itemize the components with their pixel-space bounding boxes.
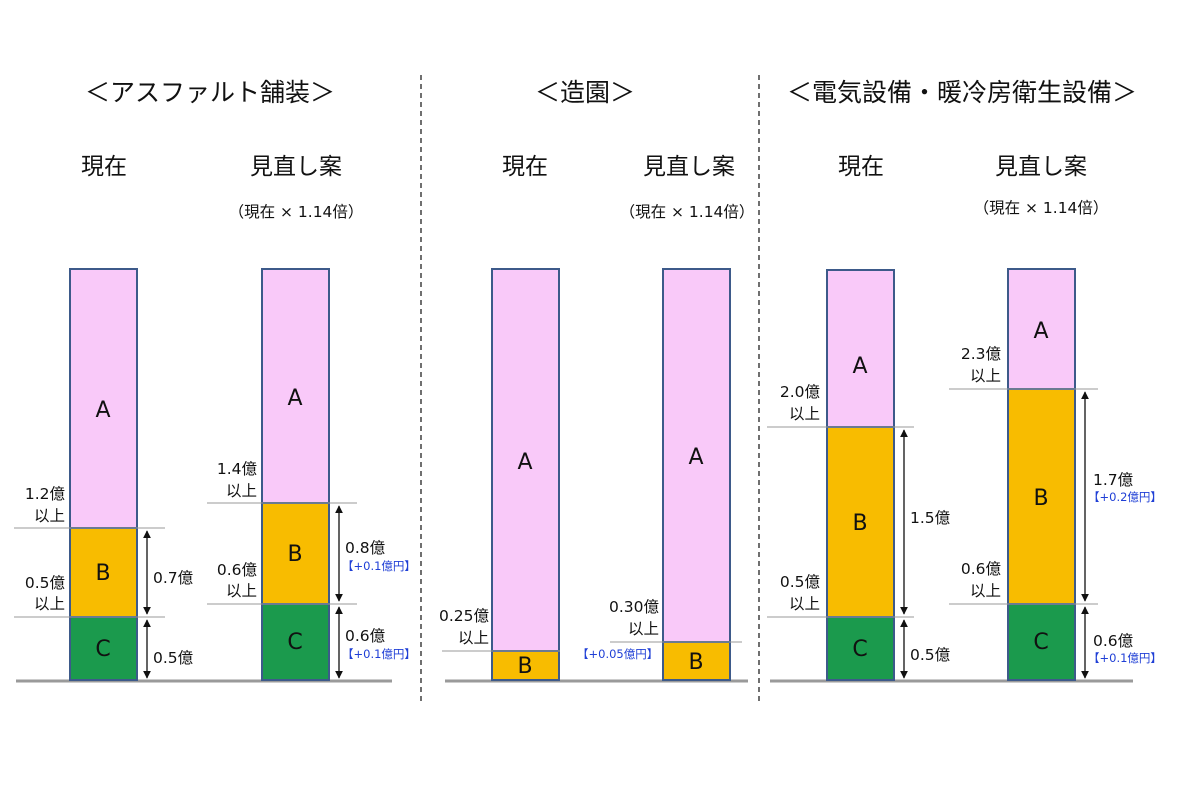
span-value: 0.6億 bbox=[345, 627, 385, 645]
threshold-value: 2.0億 bbox=[780, 383, 820, 401]
section-title: ＜アスファルト舗装＞ bbox=[85, 78, 335, 107]
column-heading: 現在 bbox=[81, 154, 127, 180]
threshold-suffix: 以上 bbox=[628, 620, 659, 638]
span-value: 0.7億 bbox=[153, 569, 193, 587]
increase-note: 【+0.2億円】 bbox=[1088, 490, 1162, 504]
segment-b bbox=[826, 426, 895, 618]
span-value: 0.5億 bbox=[153, 649, 193, 667]
threshold-value: 1.4億 bbox=[217, 460, 257, 478]
segment-label: A bbox=[287, 386, 302, 411]
segment-a bbox=[491, 268, 560, 652]
segment-label: B bbox=[95, 561, 110, 586]
threshold-suffix: 以上 bbox=[458, 629, 489, 647]
segment-label: A bbox=[95, 398, 110, 423]
segment-label: A bbox=[517, 450, 532, 475]
threshold-value: 0.6億 bbox=[961, 560, 1001, 578]
segment-label: C bbox=[287, 630, 302, 655]
column-heading: 見直し案 bbox=[643, 154, 735, 180]
column-subheading: （現在 × 1.14倍） bbox=[620, 203, 755, 221]
threshold-suffix: 以上 bbox=[34, 595, 65, 613]
segment-label: A bbox=[852, 354, 867, 379]
segment-label: A bbox=[688, 445, 703, 470]
column-subheading: （現在 × 1.14倍） bbox=[974, 199, 1109, 217]
segment-a bbox=[69, 268, 138, 529]
threshold-suffix: 以上 bbox=[970, 582, 1001, 600]
segment-label: B bbox=[852, 511, 867, 536]
threshold-value: 1.2億 bbox=[25, 485, 65, 503]
column-heading: 現在 bbox=[502, 154, 548, 180]
threshold-value: 0.5億 bbox=[25, 574, 65, 592]
increase-note: 【+0.1億円】 bbox=[1088, 651, 1162, 665]
span-value: 1.5億 bbox=[910, 509, 950, 527]
segment-label: B bbox=[287, 542, 302, 567]
span-value: 0.5億 bbox=[910, 646, 950, 664]
segment-a bbox=[1007, 268, 1076, 390]
segment-label: B bbox=[517, 654, 532, 679]
threshold-suffix: 以上 bbox=[789, 405, 820, 423]
column-subheading: （現在 × 1.14倍） bbox=[229, 203, 364, 221]
segment-a bbox=[662, 268, 731, 643]
segment-c bbox=[69, 616, 138, 681]
increase-note: 【+0.1億円】 bbox=[342, 647, 416, 661]
segment-a bbox=[261, 268, 330, 504]
threshold-suffix: 以上 bbox=[970, 367, 1001, 385]
increase-note: 【+0.05億円】 bbox=[577, 647, 658, 661]
section-title: ＜造園＞ bbox=[535, 78, 635, 107]
segment-label: C bbox=[95, 637, 110, 662]
segment-b bbox=[69, 527, 138, 618]
increase-note: 【+0.1億円】 bbox=[342, 559, 416, 573]
threshold-value: 0.25億 bbox=[439, 607, 489, 625]
section-title: ＜電気設備・暖冷房衛生設備＞ bbox=[787, 78, 1137, 107]
column-heading: 見直し案 bbox=[995, 154, 1087, 180]
column-heading: 見直し案 bbox=[250, 154, 342, 180]
segment-label: B bbox=[1033, 486, 1048, 511]
segment-c bbox=[261, 603, 330, 681]
segment-a bbox=[826, 269, 895, 428]
segment-label: C bbox=[852, 637, 867, 662]
span-value: 0.6億 bbox=[1093, 632, 1133, 650]
segment-b bbox=[1007, 388, 1076, 605]
column-heading: 現在 bbox=[838, 154, 884, 180]
span-value: 0.8億 bbox=[345, 539, 385, 557]
segment-label: C bbox=[1033, 630, 1048, 655]
threshold-suffix: 以上 bbox=[34, 507, 65, 525]
segment-label: A bbox=[1033, 319, 1048, 344]
span-value: 1.7億 bbox=[1093, 471, 1133, 489]
threshold-value: 0.6億 bbox=[217, 561, 257, 579]
segment-c bbox=[826, 616, 895, 681]
threshold-value: 0.30億 bbox=[609, 598, 659, 616]
threshold-value: 2.3億 bbox=[961, 345, 1001, 363]
segment-c bbox=[1007, 603, 1076, 681]
segment-label: B bbox=[688, 650, 703, 675]
threshold-value: 0.5億 bbox=[780, 573, 820, 591]
threshold-suffix: 以上 bbox=[789, 595, 820, 613]
threshold-suffix: 以上 bbox=[226, 482, 257, 500]
threshold-suffix: 以上 bbox=[226, 582, 257, 600]
